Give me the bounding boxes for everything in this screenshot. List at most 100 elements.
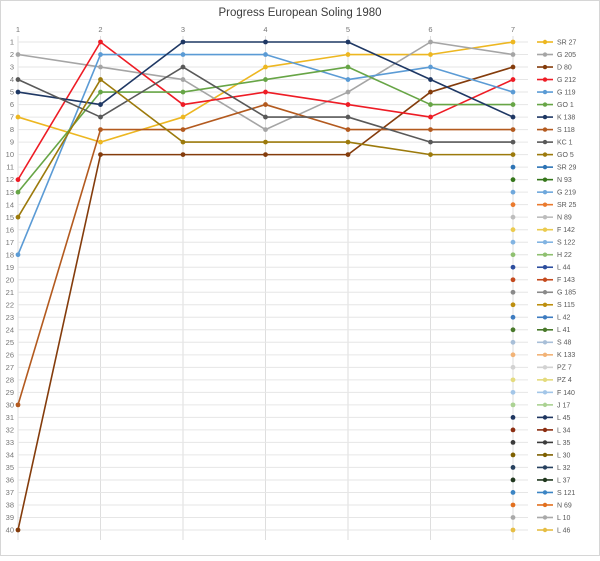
legend-item-k-133: K 133 [537, 352, 575, 359]
data-point-d-80 [180, 152, 186, 158]
data-point-j-17 [510, 402, 516, 408]
legend-label-k-138: K 138 [557, 114, 575, 121]
legend-label-f-142: F 142 [557, 227, 575, 234]
legend-marker-dot-f-140 [542, 390, 548, 395]
data-point-s-118 [263, 102, 268, 107]
legend-label-sr-29: SR 29 [557, 165, 577, 172]
data-point-l-10 [510, 515, 516, 520]
y-tick-label-2: 2 [10, 50, 14, 59]
data-point-l-42 [510, 314, 516, 320]
legend-marker-dot-kc-1 [542, 139, 548, 145]
legend-item-l-34: L 34 [537, 427, 570, 434]
legend-item-go-5: GO 5 [537, 152, 574, 159]
y-tick-label-23: 23 [6, 313, 14, 322]
data-point-d-80 [345, 152, 351, 158]
legend-marker-dot-s-48 [542, 340, 548, 345]
legend-item-f-142: F 142 [537, 227, 575, 234]
data-point-n-69 [510, 502, 516, 508]
legend-item-h-22: H 22 [537, 252, 572, 259]
data-point-k-138 [345, 39, 351, 45]
y-tick-label-37: 37 [6, 488, 14, 497]
data-point-go-5 [428, 152, 433, 158]
legend-marker-dot-sr-25 [542, 202, 548, 207]
data-point-g-205 [263, 127, 268, 132]
data-point-l-44 [510, 264, 516, 270]
data-point-n-89 [510, 214, 516, 220]
y-tick-label-28: 28 [6, 375, 14, 384]
data-point-d-80 [510, 64, 516, 70]
legend-item-n-89: N 89 [537, 215, 572, 222]
legend-label-l-35: L 35 [557, 440, 570, 447]
data-point-g-205 [510, 52, 516, 57]
legend-label-l-30: L 30 [557, 452, 570, 459]
data-point-sr-27 [428, 52, 433, 57]
data-point-sr-27 [15, 114, 21, 120]
y-tick-label-29: 29 [6, 388, 14, 397]
legend-item-f-140: F 140 [537, 390, 575, 397]
legend-marker-dot-l-41 [542, 327, 548, 332]
legend-label-s-115: S 115 [557, 302, 575, 309]
y-tick-label-40: 40 [6, 526, 14, 535]
legend-item-j-17: J 17 [537, 402, 570, 409]
legend-marker-dot-sr-29 [542, 164, 548, 170]
y-tick-label-5: 5 [10, 88, 14, 97]
legend-marker-dot-d-80 [542, 64, 548, 70]
legend-item-s-118: S 118 [537, 127, 575, 134]
data-point-f-143 [510, 277, 516, 283]
data-point-k-138 [98, 102, 103, 107]
data-point-kc-1 [510, 139, 516, 145]
legend-label-l-32: L 32 [557, 465, 570, 472]
legend-label-n-89: N 89 [557, 215, 572, 222]
data-point-f-142 [510, 227, 516, 233]
data-point-kc-1 [345, 114, 351, 120]
legend-item-n-69: N 69 [537, 502, 572, 509]
y-tick-label-31: 31 [6, 413, 14, 422]
legend-item-go-1: GO 1 [537, 102, 574, 109]
legend-label-g-212: G 212 [557, 77, 576, 84]
data-point-g-205 [180, 77, 186, 82]
legend-item-l-42: L 42 [537, 315, 570, 322]
legend-label-sr-25: SR 25 [557, 202, 577, 209]
legend-marker-dot-n-93 [542, 177, 548, 182]
data-point-sr-27 [510, 39, 516, 45]
data-point-g-212 [15, 177, 21, 183]
legend-item-pz-4: PZ 4 [537, 377, 572, 384]
legend-label-f-140: F 140 [557, 390, 575, 397]
y-tick-label-12: 12 [6, 175, 14, 184]
data-point-l-37 [510, 477, 516, 483]
data-point-pz-7 [510, 364, 516, 370]
series-plot [15, 39, 516, 533]
legend-marker-dot-l-45 [542, 415, 548, 420]
data-point-go-5 [180, 139, 186, 145]
data-point-k-138 [428, 77, 433, 82]
y-tick-label-4: 4 [10, 75, 14, 84]
legend-item-g-185: G 185 [537, 290, 576, 297]
legend-item-l-37: L 37 [537, 477, 570, 484]
data-point-go-5 [263, 139, 268, 145]
data-point-g-119 [263, 52, 268, 57]
x-axis-labels: 1 2 3 4 5 6 7 [16, 25, 515, 34]
legend-item-s-121: S 121 [537, 490, 575, 497]
x-tick-label-6: 6 [428, 25, 432, 34]
chart-title: Progress European Soling 1980 [218, 7, 381, 19]
legend-label-g-119: G 119 [557, 89, 576, 96]
legend-label-go-5: GO 5 [557, 152, 574, 159]
legend-item-d-80: D 80 [537, 64, 572, 71]
legend-label-s-48: S 48 [557, 340, 572, 347]
vertical-gridlines [17, 36, 514, 540]
data-point-sr-27 [98, 139, 103, 145]
legend-label-l-41: L 41 [557, 327, 570, 334]
legend-marker-dot-s-122 [542, 240, 548, 245]
data-point-l-45 [510, 414, 516, 420]
x-tick-label-2: 2 [98, 25, 102, 34]
y-tick-label-1: 1 [10, 38, 14, 47]
data-point-g-212 [98, 39, 103, 45]
data-point-sr-27 [263, 64, 268, 70]
legend-marker-dot-g-119 [542, 89, 548, 95]
data-point-g-119 [428, 64, 433, 70]
y-tick-label-26: 26 [6, 350, 14, 359]
legend-marker-dot-l-35 [542, 440, 548, 445]
legend-marker-dot-s-121 [542, 490, 548, 495]
